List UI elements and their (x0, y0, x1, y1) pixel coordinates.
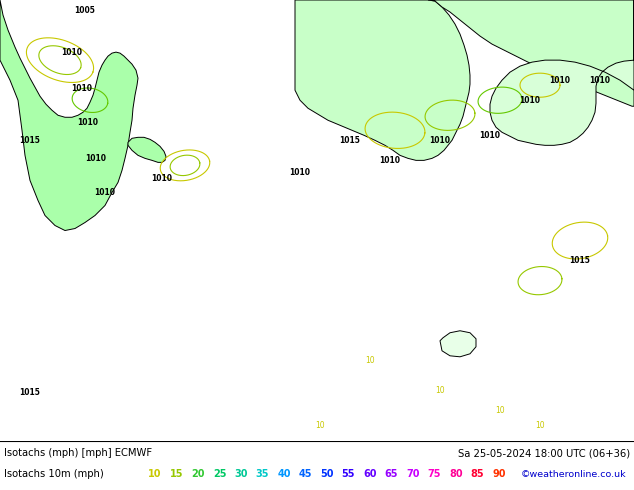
Text: 85: 85 (470, 469, 484, 479)
Text: 10: 10 (315, 421, 325, 431)
Text: 10: 10 (148, 469, 162, 479)
Text: Sa 25-05-2024 18:00 UTC (06+36): Sa 25-05-2024 18:00 UTC (06+36) (458, 448, 630, 458)
Polygon shape (440, 331, 476, 357)
Text: 10: 10 (495, 406, 505, 416)
Text: 1010: 1010 (94, 188, 115, 197)
Polygon shape (128, 137, 166, 162)
Text: 1005: 1005 (75, 5, 96, 15)
Text: 1010: 1010 (86, 154, 107, 163)
Text: Isotachs 10m (mph): Isotachs 10m (mph) (4, 469, 104, 479)
Text: ©weatheronline.co.uk: ©weatheronline.co.uk (521, 470, 626, 479)
Text: 1010: 1010 (77, 118, 98, 127)
Text: 1010: 1010 (590, 75, 611, 85)
Text: 35: 35 (256, 469, 269, 479)
Polygon shape (490, 0, 634, 146)
Text: 70: 70 (406, 469, 420, 479)
Text: 25: 25 (213, 469, 226, 479)
Text: 1010: 1010 (290, 168, 311, 177)
Text: 30: 30 (234, 469, 248, 479)
Text: 1010: 1010 (380, 156, 401, 165)
Text: Isotachs (mph) [mph] ECMWF: Isotachs (mph) [mph] ECMWF (4, 448, 152, 458)
Text: 80: 80 (449, 469, 463, 479)
Text: 1015: 1015 (569, 256, 590, 265)
Text: 15: 15 (170, 469, 183, 479)
Text: 65: 65 (385, 469, 398, 479)
Text: 10: 10 (365, 356, 375, 366)
Text: 10: 10 (435, 387, 445, 395)
Text: 1015: 1015 (20, 389, 41, 397)
Text: 50: 50 (320, 469, 333, 479)
Text: 90: 90 (492, 469, 506, 479)
Text: 40: 40 (277, 469, 291, 479)
Text: 1010: 1010 (152, 174, 172, 183)
Text: 1010: 1010 (429, 136, 451, 145)
Polygon shape (0, 0, 138, 230)
Text: 1015: 1015 (20, 136, 41, 145)
Text: 1010: 1010 (479, 131, 500, 140)
Polygon shape (428, 0, 634, 106)
Text: 1010: 1010 (61, 48, 82, 57)
Text: 1010: 1010 (72, 84, 93, 93)
Text: 55: 55 (342, 469, 355, 479)
Text: 1015: 1015 (340, 136, 361, 145)
Text: 20: 20 (191, 469, 205, 479)
Text: 75: 75 (428, 469, 441, 479)
Text: 1010: 1010 (519, 96, 541, 105)
Text: 60: 60 (363, 469, 377, 479)
Text: 1010: 1010 (550, 75, 571, 85)
Text: 45: 45 (299, 469, 313, 479)
Text: 10: 10 (535, 421, 545, 431)
Polygon shape (295, 0, 470, 160)
